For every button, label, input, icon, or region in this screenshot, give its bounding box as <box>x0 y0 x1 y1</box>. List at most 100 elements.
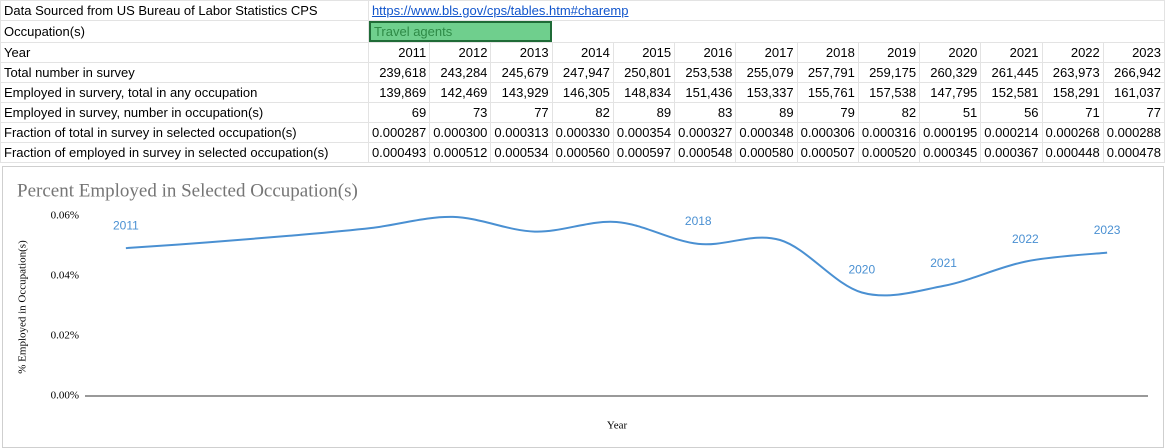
cell: 0.000306 <box>796 122 859 143</box>
cell: 0.000560 <box>551 142 614 163</box>
cell: 245,679 <box>490 62 553 83</box>
cell: 0.000268 <box>1041 122 1104 143</box>
cell: 2020 <box>919 42 982 63</box>
cell: 82 <box>857 102 921 123</box>
row: Fraction of total in survey in selected … <box>0 122 1165 143</box>
cell: 151,436 <box>674 82 737 103</box>
cell: 257,791 <box>796 62 859 83</box>
cell: 56 <box>980 102 1043 123</box>
sheet: Data Sourced from US Bureau of Labor Sta… <box>0 0 1165 163</box>
cell: 89 <box>735 102 798 123</box>
data-label: 2023 <box>1094 223 1121 237</box>
cell: 0.000478 <box>1102 142 1165 163</box>
cell: 0.000597 <box>612 142 676 163</box>
cell: 2018 <box>796 42 859 63</box>
chart-title: Percent Employed in Selected Occupation(… <box>17 180 358 201</box>
cell: 0.000330 <box>551 122 614 143</box>
row: Employed in survey, number in occupation… <box>0 102 1165 123</box>
cell: 0.000300 <box>429 122 492 143</box>
cell: https://www.bls.gov/cps/tables.htm#chare… <box>367 0 1165 21</box>
cell: 0.000214 <box>980 122 1043 143</box>
row: Year 2011 2012 2013 2014 2015 2016 2017 2018 2019… <box>0 42 1165 63</box>
row: Occupation(s) Travel agents <box>0 20 1165 43</box>
cell: 0.000520 <box>857 142 921 163</box>
cell: 2013 <box>490 42 553 63</box>
cell: 253,538 <box>674 62 737 83</box>
cell: 0.000327 <box>674 122 737 143</box>
cell: 51 <box>919 102 982 123</box>
cell: 139,869 <box>367 82 431 103</box>
cell: 2012 <box>429 42 492 63</box>
cell: 0.000512 <box>429 142 492 163</box>
cell: 2015 <box>612 42 676 63</box>
cell: 142,469 <box>429 82 492 103</box>
source-link[interactable]: https://www.bls.gov/cps/tables.htm#chare… <box>371 3 629 18</box>
cell: 77 <box>1102 102 1165 123</box>
row: Employed in survery, total in any occupa… <box>0 82 1165 103</box>
cell: 152,581 <box>980 82 1043 103</box>
cell: 0.000448 <box>1041 142 1104 163</box>
cell: 82 <box>551 102 614 123</box>
data-label: 2021 <box>930 256 957 270</box>
cell: Employed in survery, total in any occupa… <box>0 82 369 103</box>
cell: 263,973 <box>1041 62 1104 83</box>
cell: Total number in survey <box>0 62 369 83</box>
cell: 155,761 <box>796 82 859 103</box>
cell: 158,291 <box>1041 82 1104 103</box>
cell: Travel agents <box>367 20 1165 43</box>
cell: 0.000354 <box>612 122 676 143</box>
cell: 147,795 <box>919 82 982 103</box>
cell: 0.000345 <box>919 142 982 163</box>
cell: 153,337 <box>735 82 798 103</box>
cell: 146,305 <box>551 82 614 103</box>
cell: 73 <box>429 102 492 123</box>
cell: 2011 <box>367 42 431 63</box>
data-label: 2011 <box>113 218 139 232</box>
cell: 0.000288 <box>1102 122 1165 143</box>
cell: Fraction of employed in survey in select… <box>0 142 369 163</box>
cell: 0.000548 <box>674 142 737 163</box>
cell: 157,538 <box>857 82 921 103</box>
cell: Occupation(s) <box>0 20 369 43</box>
cell: Fraction of total in survey in selected … <box>0 122 369 143</box>
y-tick-label: 0.02% <box>51 330 79 342</box>
data-label: 2018 <box>685 214 712 228</box>
cell: 0.000580 <box>735 142 798 163</box>
cell: 2014 <box>551 42 614 63</box>
y-axis-label: % Employed in Occupation(s) <box>17 240 29 374</box>
cell: 71 <box>1041 102 1104 123</box>
cell: 0.000313 <box>490 122 553 143</box>
y-tick-label: 0.06% <box>51 210 79 222</box>
occupation-cell: Travel agents <box>368 21 552 42</box>
cell: 250,801 <box>612 62 676 83</box>
cell: 0.000195 <box>919 122 982 143</box>
cell: 89 <box>612 102 676 123</box>
cell: 266,942 <box>1102 62 1165 83</box>
row: Data Sourced from US Bureau of Labor Sta… <box>0 0 1165 21</box>
x-axis-label: Year <box>607 420 628 432</box>
cell: Data Sourced from US Bureau of Labor Sta… <box>0 0 369 21</box>
cell: 143,929 <box>490 82 553 103</box>
y-tick-label: 0.04% <box>51 270 79 282</box>
cell: Year <box>0 42 369 63</box>
cell: 77 <box>490 102 553 123</box>
cell: 0.000316 <box>857 122 921 143</box>
cell: 255,079 <box>735 62 798 83</box>
row: Total number in survey 239,618 243,284 245,… <box>0 62 1165 83</box>
cell: 0.000367 <box>980 142 1043 163</box>
cell: 259,175 <box>857 62 921 83</box>
cell: 0.000534 <box>490 142 553 163</box>
cell: 0.000287 <box>367 122 431 143</box>
cell: 239,618 <box>367 62 431 83</box>
cell: 148,834 <box>612 82 676 103</box>
cell: 69 <box>367 102 431 123</box>
cell: 261,445 <box>980 62 1043 83</box>
cell: 2021 <box>980 42 1043 63</box>
cell: 79 <box>796 102 859 123</box>
cell: 83 <box>674 102 737 123</box>
data-label: 2020 <box>848 263 875 277</box>
cell: 2017 <box>735 42 798 63</box>
cell: Employed in survey, number in occupation… <box>0 102 369 123</box>
line <box>125 215 1108 297</box>
